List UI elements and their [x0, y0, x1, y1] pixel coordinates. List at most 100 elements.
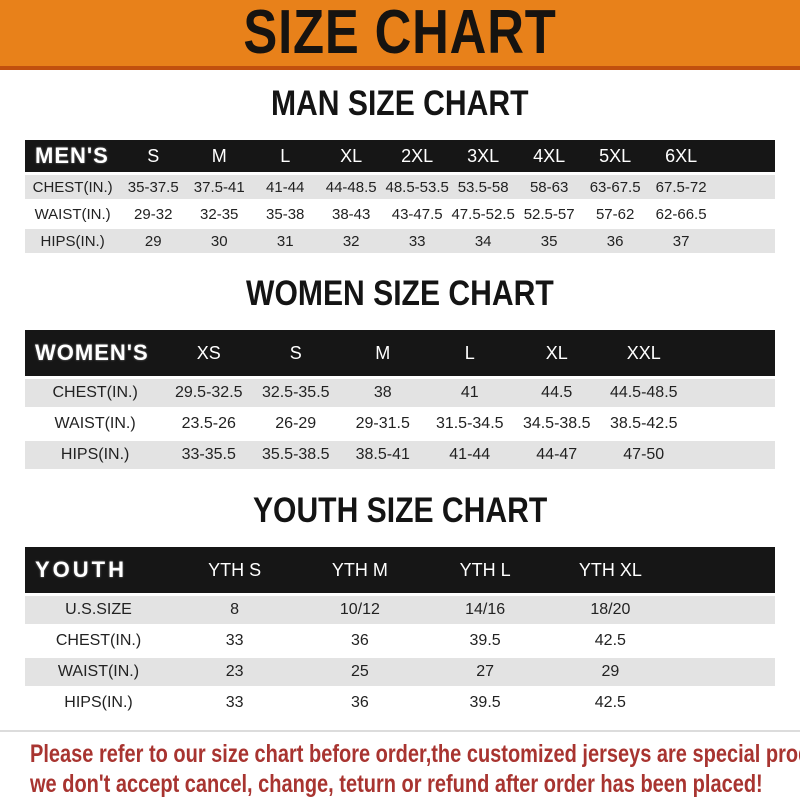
- women-size-table: WOMEN'S XS S M L XL XXL CHEST(IN.) 29.5-32.5 32.5…: [25, 327, 775, 472]
- size-chart-banner: SIZE CHART: [0, 0, 800, 70]
- size-value-cell: 36: [297, 689, 423, 717]
- row-label: U.S.SIZE: [25, 596, 172, 624]
- man-section-heading: MAN SIZE CHART: [0, 83, 800, 125]
- youth-section-heading-text: YOUTH SIZE CHART: [252, 491, 548, 530]
- size-value-cell: 23.5-26: [165, 410, 253, 438]
- size-value-cell: 29: [547, 658, 673, 686]
- size-value-cell: 25: [297, 658, 423, 686]
- spacer-cell: [672, 547, 775, 593]
- size-value-cell: 42.5: [547, 689, 673, 717]
- size-column-header: YTH L: [422, 547, 548, 593]
- size-value-cell: 48.5-53.5: [384, 175, 451, 199]
- size-value-cell: 30: [186, 229, 253, 253]
- size-value-cell: 32-35: [186, 202, 253, 226]
- size-value-cell: 31.5-34.5: [426, 410, 514, 438]
- size-value-cell: 38: [339, 379, 427, 407]
- size-column-header: 4XL: [516, 140, 583, 172]
- table-row: HIPS(IN.) 29 30 31 32 33 34 35 36 37: [25, 229, 775, 253]
- disclaimer-note: Please refer to our size chart before or…: [0, 730, 800, 800]
- size-value-cell: 63-67.5: [582, 175, 649, 199]
- size-value-cell: 44-48.5: [318, 175, 385, 199]
- size-value-cell: 35.5-38.5: [252, 441, 340, 469]
- size-value-cell: 67.5-72: [648, 175, 715, 199]
- size-value-cell: 41: [426, 379, 514, 407]
- banner-title: SIZE CHART: [243, 0, 557, 67]
- row-label: HIPS(IN.): [25, 689, 172, 717]
- size-value-cell: 44-47: [513, 441, 601, 469]
- size-column-header: XS: [165, 330, 253, 376]
- size-value-cell: 37.5-41: [186, 175, 253, 199]
- table-row: CHEST(IN.) 29.5-32.5 32.5-35.5 38 41 44.5 44.5…: [25, 379, 775, 407]
- table-row: WAIST(IN.) 23 25 27 29: [25, 658, 775, 686]
- size-value-cell: 33: [384, 229, 451, 253]
- man-size-section: MAN SIZE CHART MEN'S S M L XL 2XL 3XL 4XL 5XL 6XL…: [0, 83, 800, 256]
- size-value-cell: 58-63: [516, 175, 583, 199]
- size-value-cell: 57-62: [582, 202, 649, 226]
- size-value-cell: 41-44: [252, 175, 319, 199]
- table-header-row: YOUTH YTH S YTH M YTH L YTH XL: [25, 547, 775, 593]
- table-row: HIPS(IN.) 33-35.5 35.5-38.5 38.5-41 41-44 44-…: [25, 441, 775, 469]
- table-header-row: WOMEN'S XS S M L XL XXL: [25, 330, 775, 376]
- size-value-cell: 42.5: [547, 627, 673, 655]
- spacer-cell: [687, 379, 775, 407]
- size-value-cell: 29: [120, 229, 187, 253]
- table-row: WAIST(IN.) 23.5-26 26-29 29-31.5 31.5-34.5 34…: [25, 410, 775, 438]
- size-column-header: XL: [513, 330, 601, 376]
- size-column-header: L: [252, 140, 319, 172]
- size-value-cell: 10/12: [297, 596, 423, 624]
- size-value-cell: 52.5-57: [516, 202, 583, 226]
- size-column-header: M: [186, 140, 253, 172]
- size-value-cell: 34.5-38.5: [513, 410, 601, 438]
- spacer-cell: [672, 596, 775, 624]
- size-value-cell: 44.5-48.5: [600, 379, 688, 407]
- size-value-cell: 26-29: [252, 410, 340, 438]
- row-label: CHEST(IN.): [25, 379, 166, 407]
- size-value-cell: 47.5-52.5: [450, 202, 517, 226]
- size-value-cell: 29-31.5: [339, 410, 427, 438]
- row-label: WAIST(IN.): [25, 410, 166, 438]
- size-value-cell: 35-38: [252, 202, 319, 226]
- size-value-cell: 8: [171, 596, 298, 624]
- row-label: CHEST(IN.): [25, 175, 121, 199]
- spacer-cell: [672, 658, 775, 686]
- size-value-cell: 62-66.5: [648, 202, 715, 226]
- size-value-cell: 38.5-42.5: [600, 410, 688, 438]
- spacer-cell: [714, 140, 775, 172]
- size-value-cell: 53.5-58: [450, 175, 517, 199]
- table-header-label: WOMEN'S: [25, 330, 166, 376]
- spacer-cell: [687, 330, 775, 376]
- size-value-cell: 33: [171, 689, 298, 717]
- youth-size-section: YOUTH SIZE CHART YOUTH YTH S YTH M YTH L YTH…: [0, 490, 800, 720]
- row-label: CHEST(IN.): [25, 627, 172, 655]
- size-column-header: M: [339, 330, 427, 376]
- row-label: HIPS(IN.): [25, 441, 166, 469]
- size-value-cell: 39.5: [422, 627, 548, 655]
- size-value-cell: 35: [516, 229, 583, 253]
- table-header-label: MEN'S: [25, 140, 121, 172]
- spacer-cell: [672, 689, 775, 717]
- size-value-cell: 44.5: [513, 379, 601, 407]
- size-value-cell: 33: [171, 627, 298, 655]
- spacer-cell: [714, 175, 775, 199]
- size-column-header: YTH XL: [547, 547, 673, 593]
- table-row: CHEST(IN.) 33 36 39.5 42.5: [25, 627, 775, 655]
- size-value-cell: 33-35.5: [165, 441, 253, 469]
- size-value-cell: 34: [450, 229, 517, 253]
- spacer-cell: [687, 441, 775, 469]
- size-column-header: S: [252, 330, 340, 376]
- man-section-heading-text: MAN SIZE CHART: [271, 84, 529, 123]
- size-value-cell: 23: [171, 658, 298, 686]
- spacer-cell: [687, 410, 775, 438]
- size-value-cell: 35-37.5: [120, 175, 187, 199]
- spacer-cell: [714, 229, 775, 253]
- size-value-cell: 36: [582, 229, 649, 253]
- table-row: HIPS(IN.) 33 36 39.5 42.5: [25, 689, 775, 717]
- size-column-header: 6XL: [648, 140, 715, 172]
- size-value-cell: 14/16: [422, 596, 548, 624]
- size-value-cell: 32.5-35.5: [252, 379, 340, 407]
- size-value-cell: 38.5-41: [339, 441, 427, 469]
- spacer-cell: [714, 202, 775, 226]
- size-column-header: XL: [318, 140, 385, 172]
- table-header-row: MEN'S S M L XL 2XL 3XL 4XL 5XL 6XL: [25, 140, 775, 172]
- youth-size-table: YOUTH YTH S YTH M YTH L YTH XL U.S.SIZE 8 10/12…: [25, 544, 775, 720]
